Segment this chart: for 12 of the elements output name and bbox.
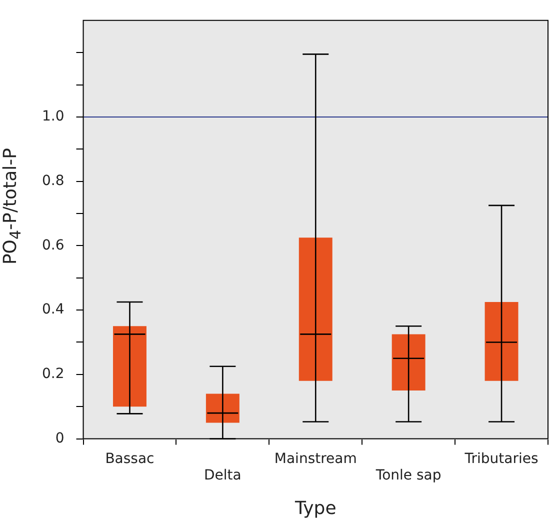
y-tick-label: 0.4: [42, 302, 64, 318]
x-tick-label: Tributaries: [464, 450, 538, 467]
x-axis-title: Type: [294, 498, 336, 519]
y-tick-label: 0.6: [42, 237, 64, 254]
y-tick-label: 0.8: [42, 172, 64, 189]
x-tick-label: Mainstream: [274, 450, 357, 467]
x-tick-label: Delta: [204, 468, 242, 484]
y-tick-label: 0: [55, 430, 64, 446]
x-tick-label: Tonle sap: [374, 468, 442, 484]
x-tick-label: Bassac: [105, 450, 154, 467]
y-tick-label: 0.2: [42, 366, 64, 382]
y-tick-label: 1.0: [42, 108, 64, 125]
